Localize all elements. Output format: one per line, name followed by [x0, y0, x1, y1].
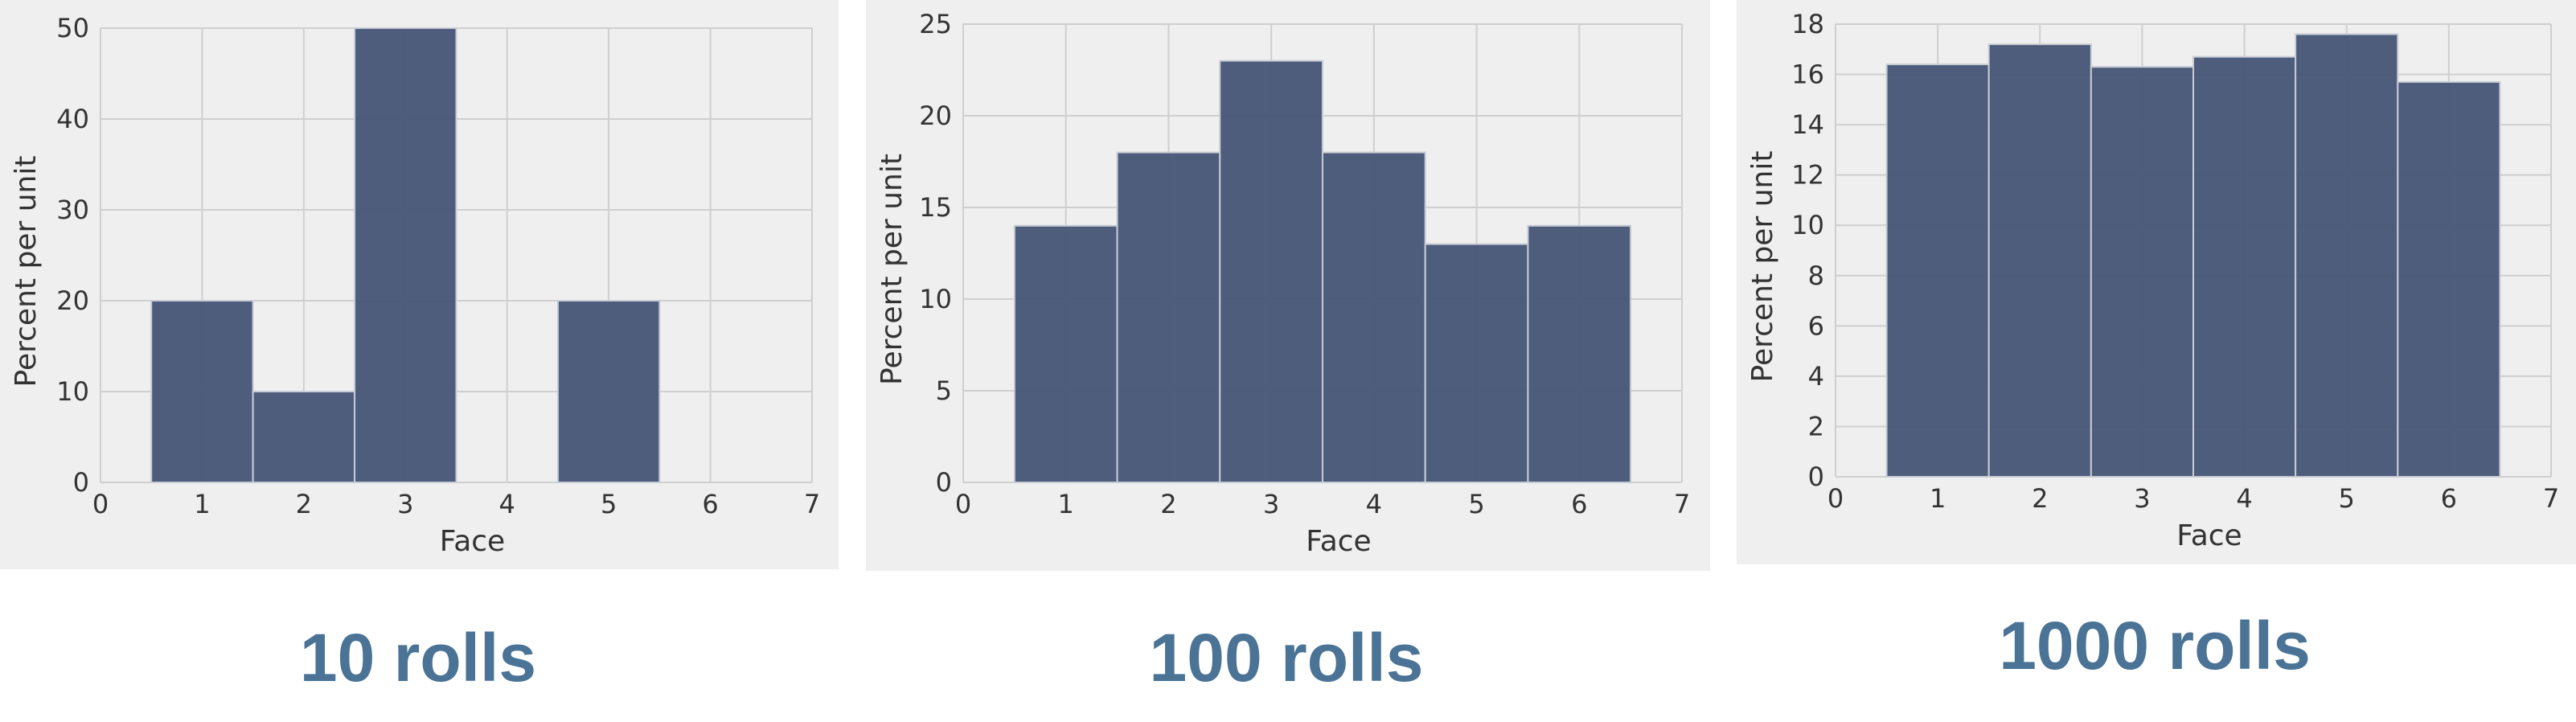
y-tick-label: 4	[1808, 361, 1824, 392]
caption-100-rolls: 100 rolls	[1149, 620, 1424, 695]
y-tick-label: 2	[1808, 411, 1824, 441]
x-tick-label: 6	[2441, 483, 2457, 514]
x-tick-label: 1	[194, 489, 210, 519]
chart-100-rolls: 0 1 2 3 4 5 6 7 0 5 10 15 20 25 Face Percent per unit	[866, 0, 1710, 571]
x-tick-label: 5	[2339, 483, 2355, 514]
y-tick-label: 10	[1791, 210, 1824, 240]
y-axis-label: Percent per unit	[876, 154, 909, 385]
x-tick-label: 1	[1930, 483, 1946, 514]
x-tick-label: 0	[92, 489, 109, 519]
y-tick-label: 20	[56, 285, 89, 316]
y-tick-label: 0	[936, 467, 952, 498]
x-tick-label: 7	[2543, 483, 2559, 514]
x-axis-label: Face	[2176, 519, 2242, 552]
x-tick-label: 4	[1366, 489, 1382, 519]
x-tick-label: 3	[1263, 489, 1279, 519]
bar-face-5	[1424, 243, 1529, 483]
bar-face-4	[2192, 55, 2297, 478]
bar-face-1	[1885, 64, 1990, 478]
x-tick-label: 0	[955, 489, 971, 519]
y-axis-label: Percent per unit	[1746, 151, 1779, 383]
x-tick-label: 6	[1571, 489, 1587, 519]
bar-face-3	[354, 27, 457, 483]
y-tick-label: 25	[919, 9, 952, 39]
y-tick-label: 5	[936, 375, 952, 406]
histogram-100-rolls: 0 1 2 3 4 5 6 7 0 5 10 15 20 25 Face Percent per unit	[866, 0, 1710, 571]
x-tick-label: 7	[1674, 489, 1690, 519]
bar-face-6	[2397, 80, 2501, 478]
y-tick-label: 6	[1808, 310, 1824, 341]
x-tick-label: 1	[1058, 489, 1074, 519]
x-tick-label: 5	[601, 489, 617, 519]
y-tick-label: 50	[56, 13, 89, 43]
x-tick-label: 0	[1827, 483, 1844, 514]
x-axis-label: Face	[1306, 525, 1371, 558]
x-tick-label: 2	[2032, 483, 2048, 514]
y-tick-label: 8	[1808, 260, 1824, 291]
y-tick-label: 30	[56, 195, 89, 225]
bar-face-3	[1219, 59, 1323, 484]
bar-face-2	[1987, 43, 2092, 478]
bar-face-2	[252, 391, 356, 483]
x-tick-label: 4	[2236, 483, 2252, 514]
y-tick-label: 10	[919, 284, 952, 314]
y-tick-label: 0	[1808, 462, 1824, 492]
y-tick-label: 12	[1791, 160, 1824, 191]
y-axis-label: Percent per unit	[10, 156, 43, 388]
y-tick-label: 18	[1791, 9, 1824, 39]
y-tick-label: 40	[56, 104, 89, 134]
x-tick-label: 7	[804, 489, 820, 519]
histogram-1000-rolls: 0 1 2 3 4 5 6 7 0 2 4 6 8 10 12 14 16 18 Face Percent per u…	[1737, 0, 2576, 564]
bar-face-1	[1013, 224, 1118, 483]
x-tick-label: 3	[2134, 483, 2150, 514]
y-tick-label: 16	[1791, 59, 1824, 90]
bar-face-1	[150, 300, 254, 483]
bar-face-5	[2295, 33, 2399, 478]
x-tick-label: 5	[1468, 489, 1484, 519]
x-tick-label: 4	[499, 489, 515, 519]
bar-face-3	[2090, 66, 2195, 478]
histogram-10-rolls: 0 1 2 3 4 5 6 7 0 10 20 30 40 50 Face Percent per unit	[0, 0, 839, 569]
bar-face-5	[556, 300, 661, 483]
x-axis-label: Face	[440, 525, 505, 558]
x-tick-label: 3	[397, 489, 413, 519]
chart-10-rolls: 0 1 2 3 4 5 6 7 0 10 20 30 40 50 Face Percent per unit	[0, 0, 839, 569]
bar-face-2	[1116, 151, 1221, 483]
bar-face-4	[1322, 151, 1426, 483]
y-tick-label: 10	[56, 376, 89, 407]
y-tick-label: 0	[73, 467, 89, 498]
y-tick-label: 14	[1791, 109, 1824, 140]
bar-face-6	[1527, 224, 1632, 483]
caption-1000-rolls: 1000 rolls	[1999, 608, 2311, 683]
y-tick-label: 15	[919, 192, 952, 223]
x-tick-label: 2	[1160, 489, 1176, 519]
x-tick-label: 6	[702, 489, 718, 519]
y-tick-label: 20	[919, 101, 952, 131]
x-tick-label: 2	[296, 489, 312, 519]
caption-10-rolls: 10 rolls	[299, 620, 537, 695]
